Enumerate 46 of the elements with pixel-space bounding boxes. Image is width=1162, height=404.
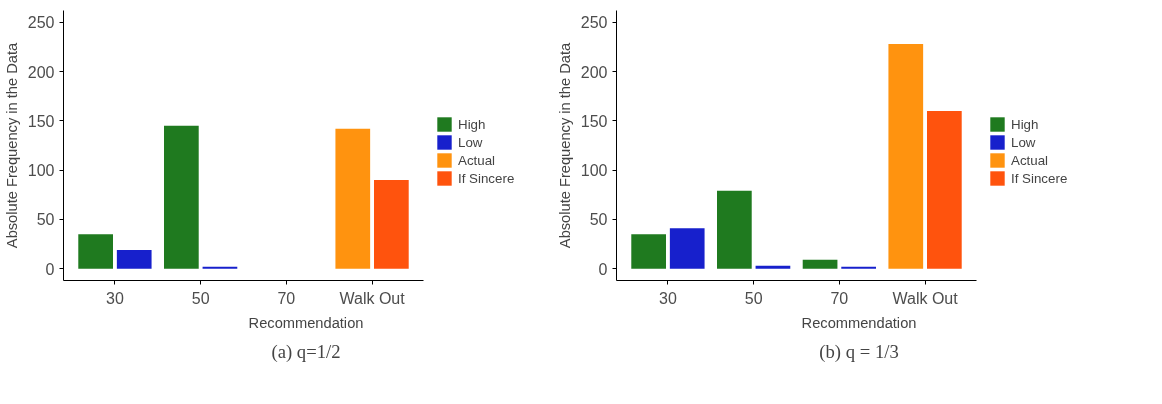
bar <box>669 228 705 269</box>
y-tick-label: 50 <box>36 211 55 229</box>
bar <box>631 234 666 269</box>
bar <box>802 259 838 269</box>
y-tick-label: 150 <box>580 112 608 130</box>
y-axis-title: Absolute Frequency in the Data <box>3 42 20 249</box>
text: (a) q=1/2 <box>271 340 341 363</box>
bar <box>116 249 152 269</box>
bar <box>78 234 113 269</box>
y-tick-label: 200 <box>580 63 608 81</box>
y-tick-label: 100 <box>27 162 55 180</box>
legend-label: High <box>458 115 486 133</box>
y-axis-title: Absolute Frequency in the Data <box>556 42 573 249</box>
text: (b) q = 1/3 <box>819 340 899 363</box>
x-tick-label: Walk Out <box>339 289 406 307</box>
x-tick-label: 50 <box>191 289 210 307</box>
x-tick-label: 70 <box>830 289 849 307</box>
y-tick-label: 150 <box>27 112 55 130</box>
y-tick-label: 250 <box>580 14 608 32</box>
legend-label: If Sincere <box>458 169 515 187</box>
x-axis-title: Recommendation <box>248 314 364 331</box>
bar <box>335 128 371 269</box>
y-tick-label: 250 <box>27 14 55 32</box>
x-tick-label: 50 <box>744 289 763 307</box>
y-tick-label: 100 <box>580 162 608 180</box>
x-tick-label: Walk Out <box>892 289 959 307</box>
y-tick-label: 0 <box>45 260 55 278</box>
x-tick-label: 30 <box>659 289 677 307</box>
bar <box>755 265 791 269</box>
bar <box>164 125 199 269</box>
y-tick-label: 200 <box>27 63 55 81</box>
legend-label: Low <box>1011 133 1036 151</box>
x-tick-label: 70 <box>277 289 296 307</box>
y-tick-label: 50 <box>589 211 608 229</box>
x-tick-label: 30 <box>106 289 124 307</box>
legend-label: Actual <box>1011 151 1049 169</box>
x-axis-title: Recommendation <box>801 314 917 331</box>
legend-label: Actual <box>458 151 496 169</box>
bar <box>927 111 962 269</box>
bar <box>888 44 924 269</box>
legend-label: Low <box>458 133 483 151</box>
legend-label: High <box>1011 115 1039 133</box>
bar <box>374 179 409 269</box>
y-tick-label: 0 <box>598 260 608 278</box>
bar <box>717 190 752 269</box>
legend-label: If Sincere <box>1011 169 1068 187</box>
